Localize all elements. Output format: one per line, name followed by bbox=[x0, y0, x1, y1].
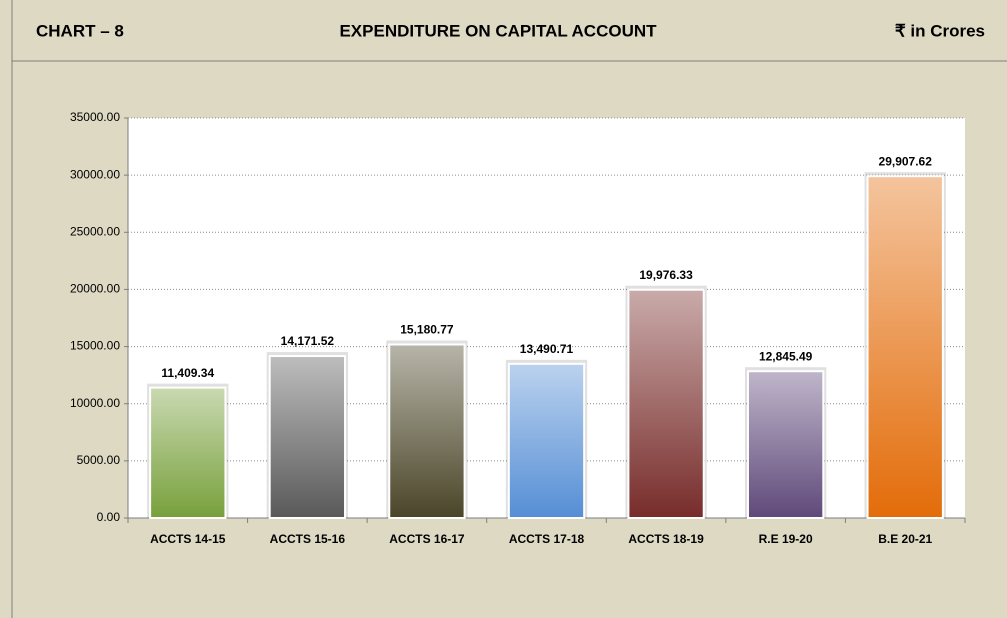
y-tick-label: 15000.00 bbox=[70, 339, 120, 353]
bar bbox=[268, 355, 347, 519]
bar bbox=[746, 370, 825, 519]
bar bbox=[507, 362, 586, 520]
bar bbox=[149, 386, 227, 519]
y-tick-label: 35000.00 bbox=[70, 110, 120, 124]
value-label: 19,976.33 bbox=[639, 268, 693, 282]
unit-label: ₹ in Crores bbox=[895, 21, 985, 40]
value-label: 29,907.62 bbox=[879, 154, 933, 168]
x-tick-label: B.E 20-21 bbox=[878, 532, 932, 546]
y-tick-label: 25000.00 bbox=[70, 224, 120, 238]
x-tick-label: ACCTS 15-16 bbox=[270, 532, 346, 546]
x-tick-label: ACCTS 16-17 bbox=[389, 532, 465, 546]
chart-title: EXPENDITURE ON CAPITAL ACCOUNT bbox=[339, 21, 657, 40]
value-label: 14,171.52 bbox=[281, 334, 335, 348]
bar bbox=[866, 175, 944, 519]
x-tick-label: ACCTS 17-18 bbox=[509, 532, 585, 546]
y-tick-label: 20000.00 bbox=[70, 282, 120, 296]
value-label: 15,180.77 bbox=[400, 323, 454, 337]
y-tick-label: 30000.00 bbox=[70, 167, 120, 181]
bar bbox=[627, 288, 705, 520]
bar bbox=[388, 343, 466, 519]
y-tick-label: 0.00 bbox=[97, 510, 121, 524]
chart-label: CHART – 8 bbox=[36, 21, 124, 40]
x-tick-label: R.E 19-20 bbox=[759, 532, 813, 546]
value-label: 11,409.34 bbox=[161, 366, 214, 380]
value-label: 12,845.49 bbox=[759, 349, 813, 363]
x-tick-label: ACCTS 14-15 bbox=[150, 532, 226, 546]
value-label: 13,490.71 bbox=[520, 342, 574, 356]
x-tick-label: ACCTS 18-19 bbox=[628, 532, 704, 546]
y-tick-label: 10000.00 bbox=[70, 396, 120, 410]
y-tick-label: 5000.00 bbox=[77, 453, 121, 467]
